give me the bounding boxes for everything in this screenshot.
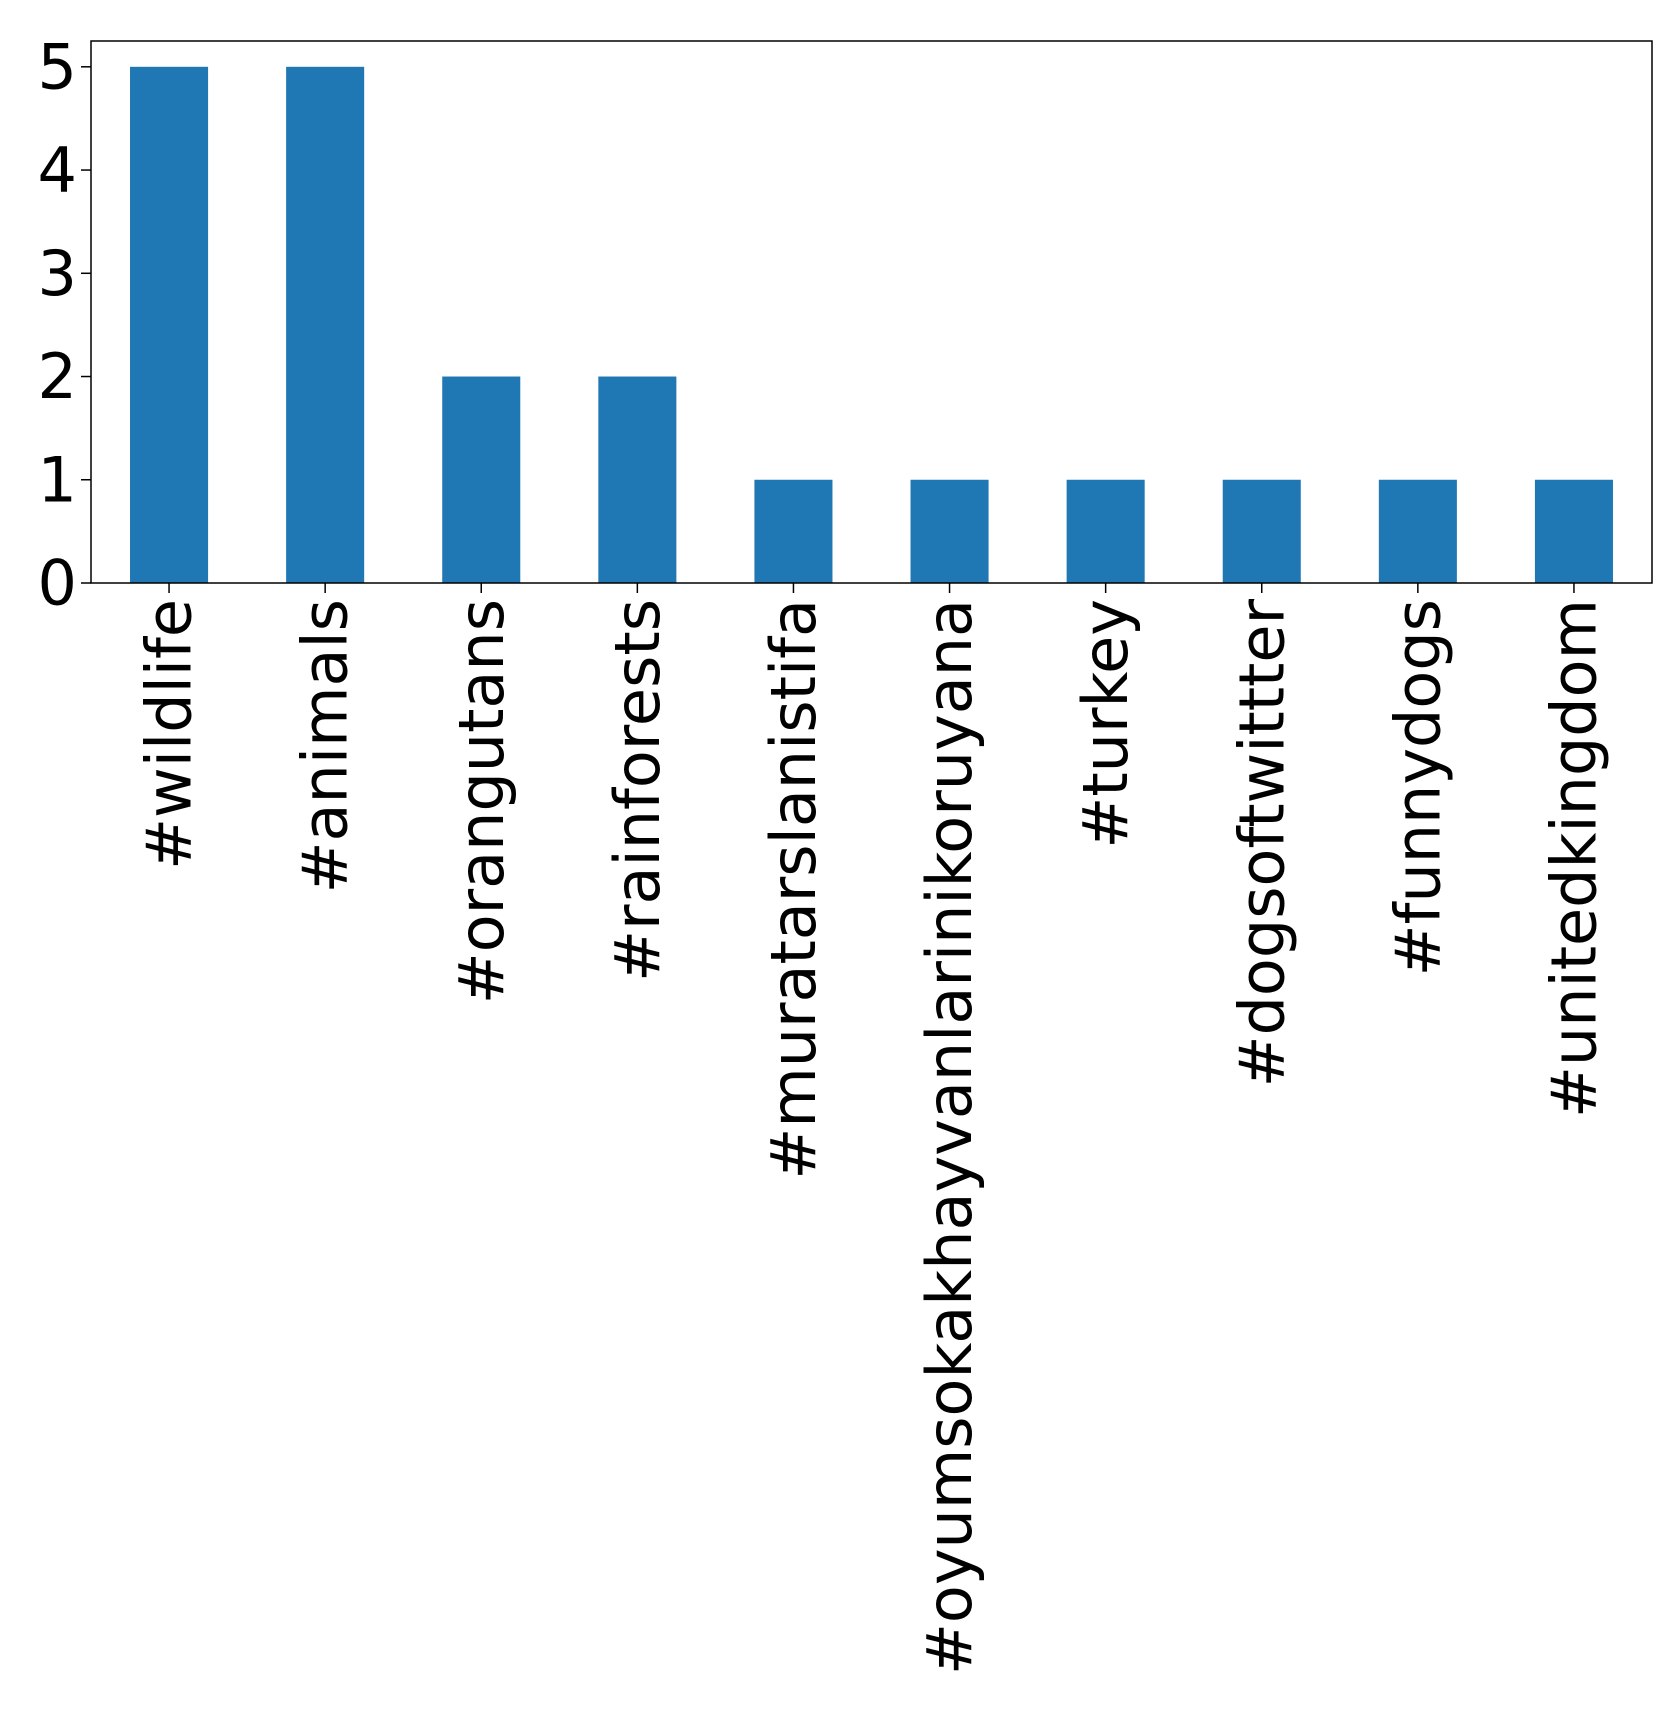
bar-animals: [286, 66, 365, 584]
bar-turkey: [1066, 479, 1145, 583]
x-tick-label: #dogsoftwittter: [1225, 598, 1298, 1087]
x-tick-label: #orangutans: [445, 599, 518, 1004]
x-tick-label: #muratarslanistifa: [757, 599, 830, 1180]
x-tick-label: #rainforests: [601, 599, 674, 982]
y-tick-label: 0: [38, 547, 77, 620]
y-tick-label: 2: [38, 340, 77, 413]
y-tick-label: 1: [38, 443, 77, 516]
bar-rainforests: [598, 376, 677, 583]
bar-unitedkingdom: [1534, 479, 1613, 583]
y-axis: 0 1 2 3 4 5: [38, 30, 91, 620]
bars-layer: [130, 66, 1613, 584]
bar-oyumsokakhayvanlarinikoruyana: [910, 479, 989, 583]
bar-dogsoftwittter: [1222, 479, 1301, 583]
y-tick-label: 4: [38, 134, 77, 207]
x-tick-label: #funnydogs: [1381, 599, 1454, 976]
x-tick-label: #oyumsokakhayvanlarinikoruyana: [913, 599, 986, 1675]
y-tick-label: 5: [38, 30, 77, 103]
x-tick-label: #wildlife: [133, 599, 206, 870]
y-tick-label: 3: [38, 237, 77, 310]
x-axis: #wildlife #animals #orangutans #rainforests…: [133, 583, 1610, 1675]
plot-frame: [90, 40, 1653, 584]
bar-wildlife: [130, 66, 209, 584]
x-tick-label: #animals: [289, 599, 362, 893]
bar-muratarslanistifa: [754, 479, 833, 583]
bar-funnydogs: [1378, 479, 1457, 583]
x-tick-label: #unitedkingdom: [1537, 599, 1610, 1118]
x-tick-label: #turkey: [1069, 599, 1142, 849]
bar-orangutans: [442, 376, 521, 583]
